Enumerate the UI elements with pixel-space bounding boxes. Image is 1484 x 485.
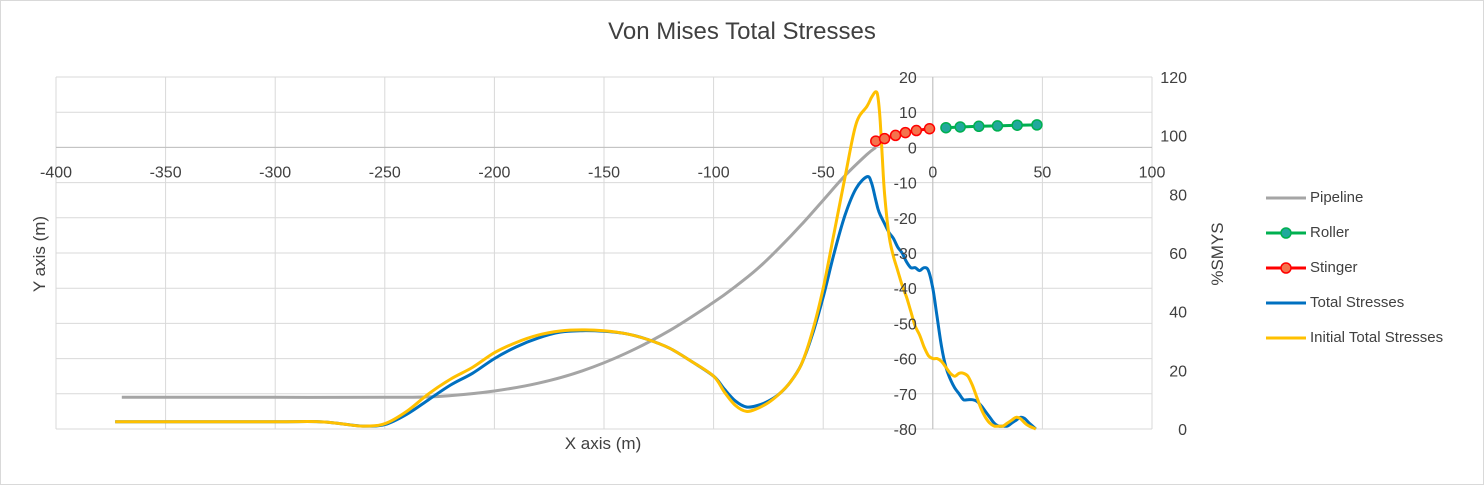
legend-swatch-initial-total-stresses [1266, 336, 1306, 340]
y-tick-label: -80 [894, 422, 917, 439]
roller-point [973, 120, 985, 133]
y-tick-label: -10 [894, 176, 917, 193]
y2-tick-label: 60 [1169, 246, 1187, 263]
legend-swatch-total-stresses [1266, 301, 1306, 305]
stinger-point [889, 129, 902, 142]
y-tick-label: 0 [908, 140, 917, 157]
y-tick-label: -50 [894, 316, 917, 333]
legend-label: Initial Total Stresses [1310, 329, 1444, 346]
x-tick-label: -250 [369, 164, 401, 181]
stinger-point [878, 132, 891, 145]
roller-point [940, 121, 952, 134]
x-tick-label: 50 [1034, 164, 1052, 181]
y2-tick-label: 80 [1169, 187, 1187, 204]
stinger-point [899, 126, 912, 139]
y2-tick-label: 0 [1178, 422, 1187, 439]
y2-tick-label: 20 [1169, 363, 1187, 380]
y2-tick-label: 120 [1160, 70, 1187, 87]
x-tick-label: -200 [478, 164, 510, 181]
grid-lines [55, 76, 1153, 430]
series-lines [115, 90, 1037, 431]
x-axis-label: X axis (m) [564, 434, 642, 453]
x-tick-label: 100 [1139, 164, 1166, 181]
legend-swatch-pipeline [1266, 196, 1306, 200]
roller-point [1031, 119, 1043, 131]
y-tick-label: 20 [899, 70, 917, 87]
roller-point [991, 120, 1004, 132]
x-tick-label: -300 [259, 164, 291, 181]
roller-point [954, 121, 966, 133]
y2-tick-label: 40 [1169, 305, 1187, 322]
legend-swatch-roller [1266, 227, 1306, 239]
legend-label: Total Stresses [1310, 294, 1405, 311]
x-tick-label: -50 [812, 164, 835, 181]
y-tick-label: -20 [894, 211, 917, 228]
tick-labels: -400 -350 -300 -250 -200 -150 -100 -50 0 50 100201… [40, 70, 1187, 439]
x-tick-label: -400 [40, 164, 72, 181]
stinger-point [923, 122, 936, 135]
y-tick-label: -30 [894, 246, 917, 263]
stinger-point [910, 124, 923, 137]
roller-point [1011, 119, 1023, 131]
legend-label: Roller [1310, 224, 1350, 241]
pipeline-line [121, 146, 877, 399]
y-axis-label: Y axis (m) [30, 215, 49, 293]
y-tick-label: -70 [894, 387, 917, 404]
y-tick-label: 10 [899, 105, 917, 122]
chart-title: Von Mises Total Stresses [608, 18, 876, 45]
legend-label: Stinger [1310, 259, 1358, 276]
x-tick-label: -100 [698, 164, 730, 181]
x-tick-label: -350 [150, 164, 182, 181]
x-tick-label: -150 [588, 164, 620, 181]
secondary-y-axis-label: %SMYS [1208, 222, 1227, 286]
y-tick-label: -40 [894, 281, 917, 298]
initial-total-stresses-line [115, 90, 1037, 431]
series-markers [870, 119, 1043, 147]
y2-tick-label: 100 [1160, 129, 1187, 146]
legend-label: Pipeline [1310, 189, 1364, 206]
y-tick-label: -60 [894, 352, 917, 369]
x-tick-label: 0 [928, 164, 937, 181]
legend-swatch-stinger [1266, 262, 1306, 274]
